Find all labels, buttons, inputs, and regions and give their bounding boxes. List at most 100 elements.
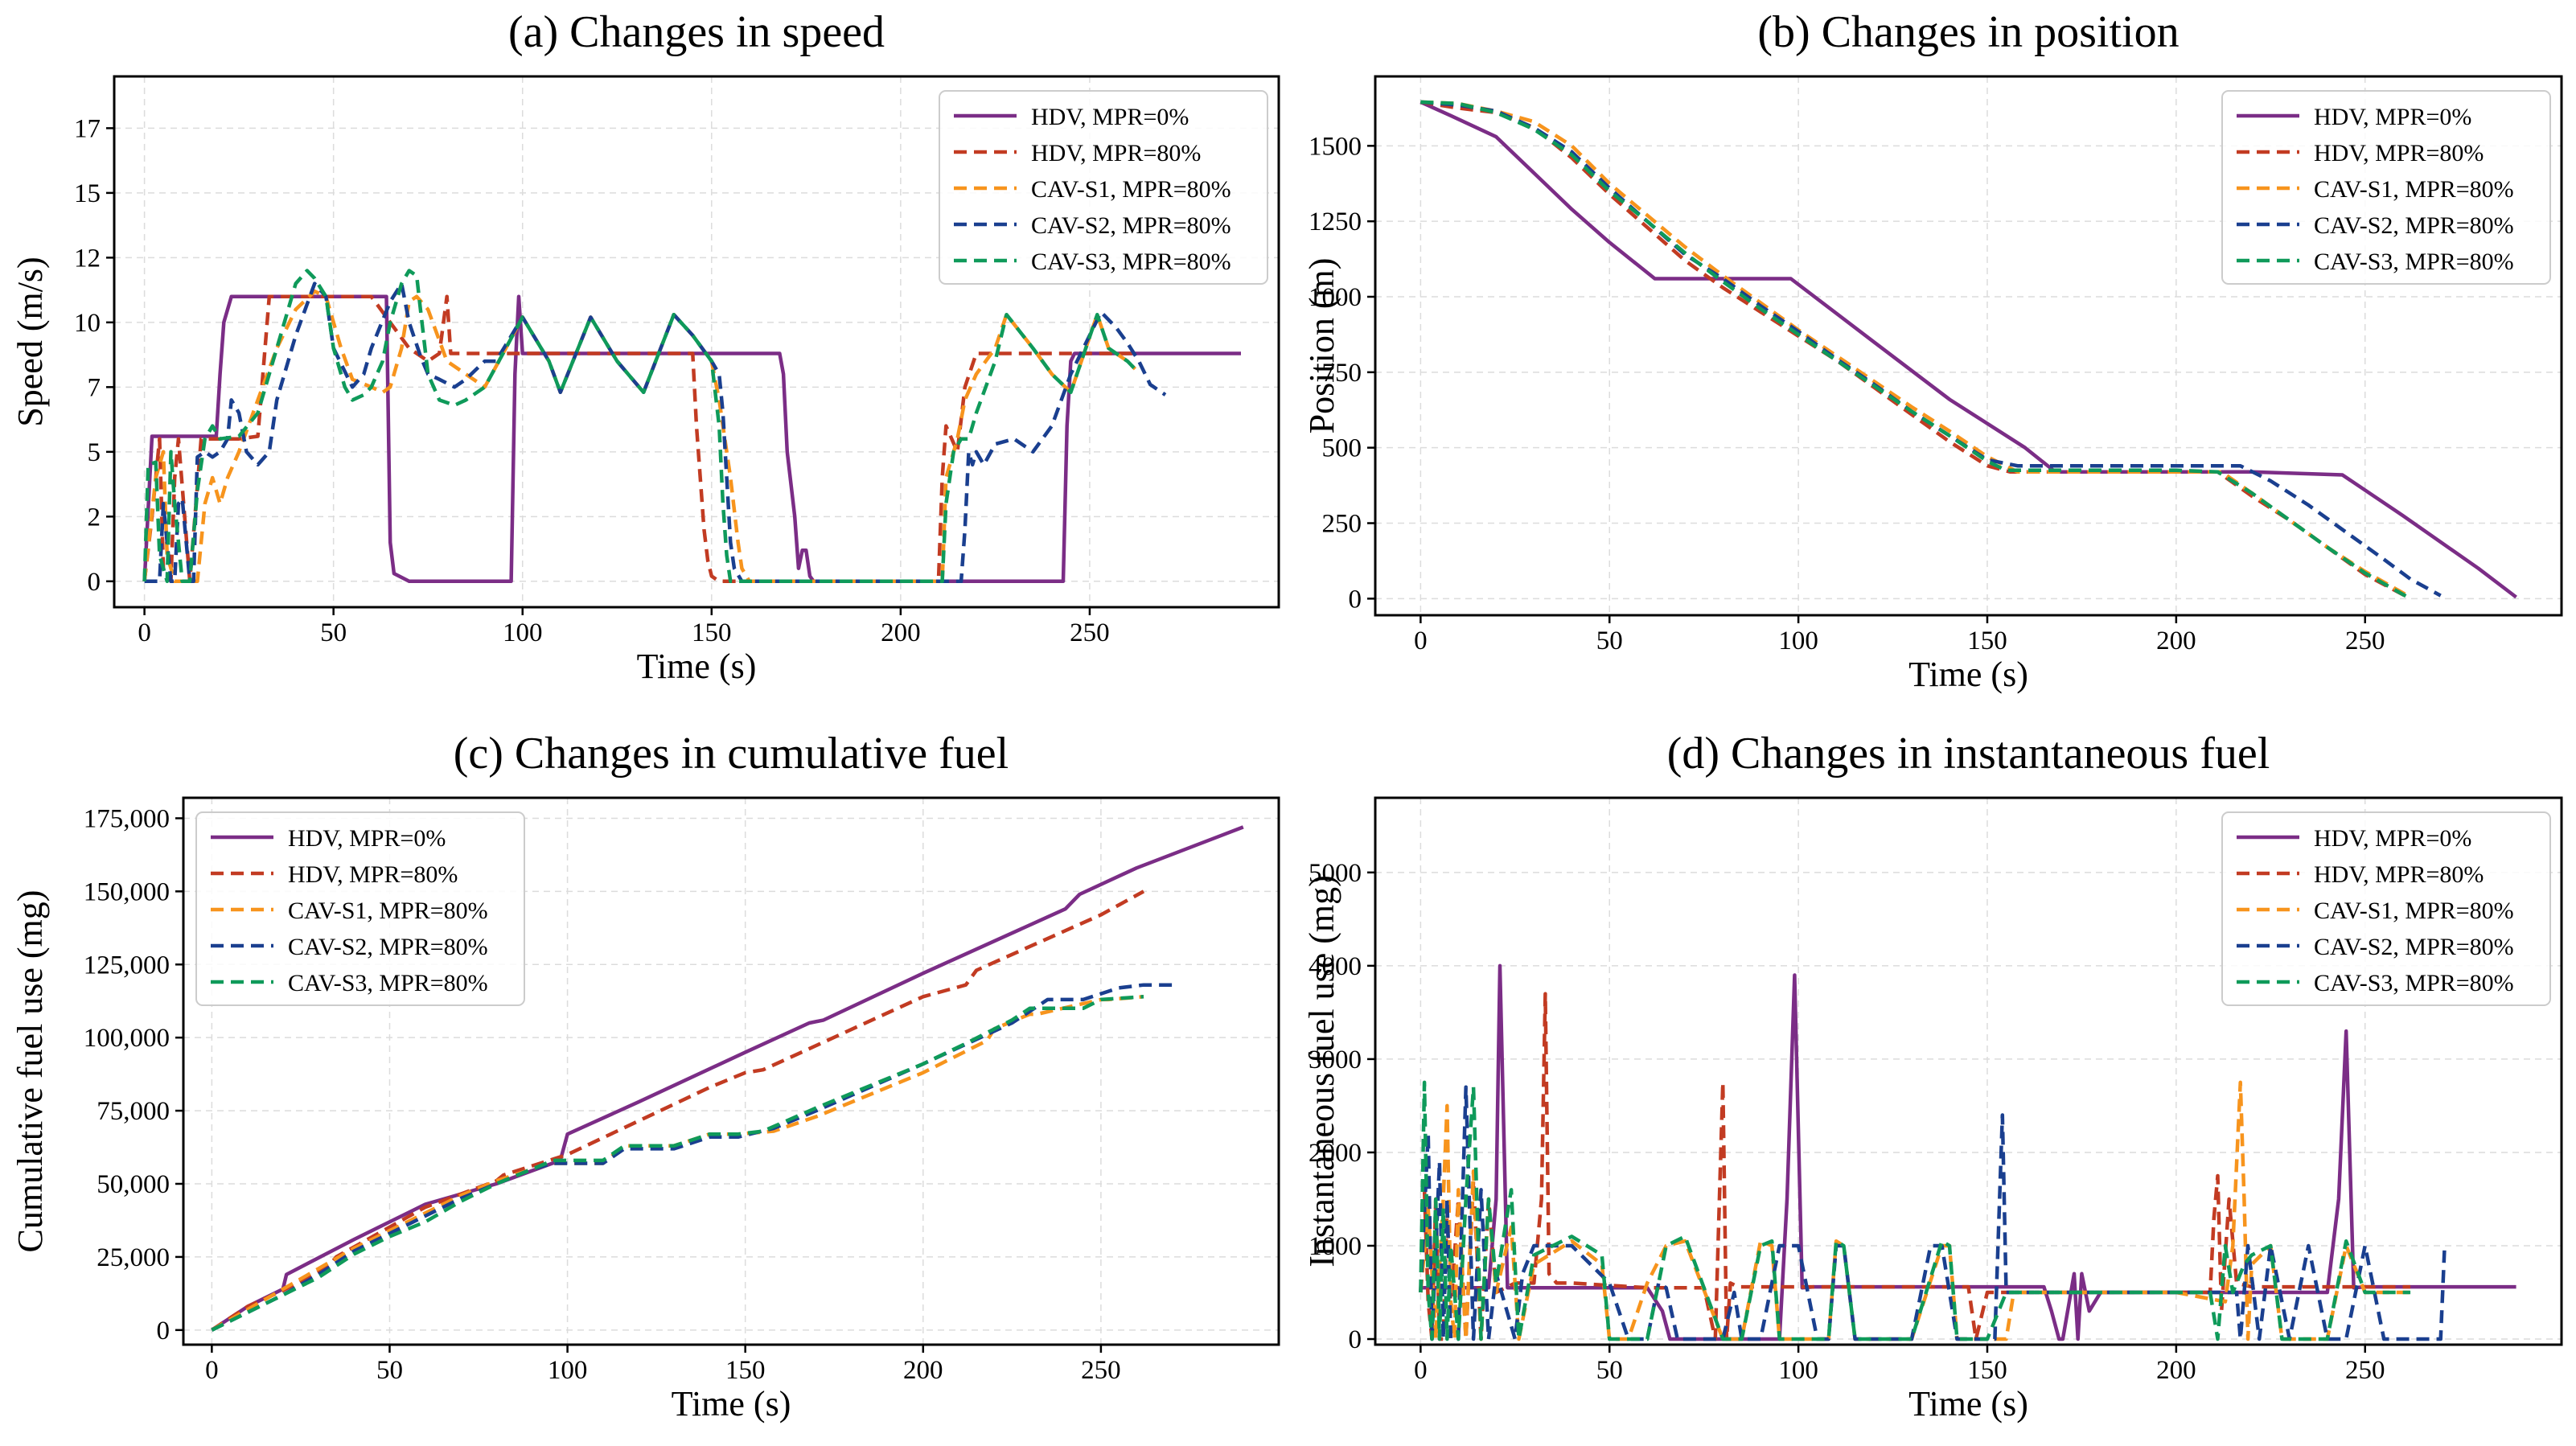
y-tick-label: 2 [88,503,101,532]
y-tick-label: 125,000 [84,951,170,980]
series-line-5 [142,269,1137,584]
x-tick-label: 0 [205,1356,219,1385]
legend-label: HDV, MPR=0% [2314,825,2471,852]
series-group [1419,100,2517,601]
legend-box [195,811,525,1006]
x-tick-label: 150 [1967,626,2007,655]
legend-label: CAV-S1, MPR=80% [2314,176,2514,203]
legend-label: CAV-S2, MPR=80% [1031,212,1231,239]
legend-label: CAV-S3, MPR=80% [288,970,488,996]
series-line-1 [142,294,1241,584]
x-tick-label: 150 [692,618,732,647]
y-tick-label: 2000 [1309,1139,1362,1168]
grid [114,76,1279,607]
y-tick-label: 0 [88,568,101,597]
y-tick-label: 3000 [1309,1045,1362,1074]
legend-label: HDV, MPR=80% [2314,861,2484,888]
legend: HDV, MPR=0% HDV, MPR=80% CAV-S1, MPR=80% CA… [195,811,525,1006]
legend-label: HDV, MPR=0% [288,825,446,852]
legend-label: CAV-S2, MPR=80% [2314,934,2514,960]
series-group [1419,963,2516,1341]
legend-label: CAV-S3, MPR=80% [2314,249,2514,275]
y-axis-label: Speed (m/s) [10,257,50,426]
chart-panel-2: 0 50 100 150 200 250 0 250 500 750 1000 1250 1500 (b)… [1302,7,2563,694]
series-line-4 [1419,1085,2447,1341]
y-tick-label: 0 [157,1317,171,1345]
y-tick-label: 4000 [1309,952,1362,981]
legend-label: CAV-S2, MPR=80% [288,934,488,960]
y-tick-label: 500 [1322,434,1362,463]
legend-label: CAV-S3, MPR=80% [2314,970,2514,996]
legend-label: HDV, MPR=80% [1031,140,1201,166]
series-line-2 [142,294,1136,584]
x-tick-label: 200 [2156,626,2196,655]
axes-frame [1374,75,2563,617]
series-line-4 [144,281,1167,584]
y-tick-label: 1250 [1309,207,1362,236]
y-axis-label: Position (m) [1302,258,1341,434]
series-line-1 [1420,963,2516,1341]
y-tick-label: 5000 [1309,859,1362,888]
y-tick-label: 1000 [1309,1232,1362,1261]
legend-box [939,90,1268,285]
x-tick-label: 250 [2345,1356,2385,1385]
chart-panel-1: 0 50 100 150 200 250 0 2 5 7 10 12 15 17 (a) Changes i… [10,7,1280,686]
y-axis-label: Instantaneous fuel use (mg) [1302,875,1341,1267]
legend: HDV, MPR=0% HDV, MPR=80% CAV-S1, MPR=80% CA… [2221,90,2551,285]
x-tick-label: 0 [138,618,151,647]
x-axis-label: Time (s) [1908,1384,2028,1423]
series-line-4 [211,983,1173,1332]
x-tick-label: 150 [1967,1356,2007,1385]
y-tick-label: 15 [74,179,101,208]
y-tick-label: 1000 [1309,283,1362,312]
y-tick-label: 25,000 [97,1243,170,1272]
y-tick-label: 7 [88,373,101,402]
axes-frame [182,796,1280,1346]
series-line-3 [211,995,1144,1332]
legend: HDV, MPR=0% HDV, MPR=80% CAV-S1, MPR=80% CA… [2221,811,2551,1006]
chart-title: (c) Changes in cumulative fuel [454,729,1009,778]
x-tick-label: 50 [1596,626,1623,655]
y-tick-label: 10 [74,309,101,338]
x-tick-label: 250 [1081,1356,1121,1385]
y-tick-label: 0 [1349,585,1362,614]
x-tick-label: 100 [1778,626,1818,655]
x-axis-label: Time (s) [672,1384,791,1423]
y-tick-label: 750 [1322,359,1362,388]
legend-label: CAV-S2, MPR=80% [2314,212,2514,239]
series-group [211,825,1244,1332]
series-line-3 [142,289,1137,584]
chart-title: (d) Changes in instantaneous fuel [1667,729,2270,778]
y-tick-label: 75,000 [97,1097,170,1126]
x-tick-label: 100 [1778,1356,1818,1385]
legend-label: CAV-S1, MPR=80% [1031,176,1231,203]
x-tick-label: 200 [903,1356,943,1385]
y-tick-label: 1500 [1309,132,1362,161]
series-line-3 [1419,1080,2411,1341]
chart-panel-3: 0 50 100 150 200 250 0 25,000 50,000 75,000 100,00… [10,729,1280,1423]
x-tick-label: 200 [2156,1356,2196,1385]
legend-label: HDV, MPR=0% [2314,104,2471,130]
legend-label: HDV, MPR=80% [2314,140,2484,166]
series-line-5 [211,995,1144,1332]
legend: HDV, MPR=0% HDV, MPR=80% CAV-S1, MPR=80% CA… [939,90,1268,285]
series-line-5 [1419,1080,2411,1341]
series-line-5 [1420,100,2412,601]
legend-label: CAV-S1, MPR=80% [288,898,488,924]
x-tick-label: 100 [548,1356,588,1385]
x-tick-label: 250 [1070,618,1110,647]
axes-frame [113,75,1280,609]
legend-label: HDV, MPR=80% [288,861,458,888]
x-tick-label: 200 [881,618,921,647]
y-tick-label: 50,000 [97,1170,170,1199]
y-axis-label: Cumulative fuel use (mg) [10,890,50,1253]
x-tick-label: 150 [725,1356,766,1385]
series-line-1 [1419,100,2517,599]
chart-title: (a) Changes in speed [508,7,885,57]
x-tick-label: 250 [2345,626,2385,655]
x-tick-label: 0 [1414,626,1428,655]
y-tick-label: 100,000 [84,1024,170,1053]
y-tick-label: 0 [1349,1325,1362,1354]
x-tick-label: 50 [1596,1356,1623,1385]
x-axis-label: Time (s) [637,647,757,686]
